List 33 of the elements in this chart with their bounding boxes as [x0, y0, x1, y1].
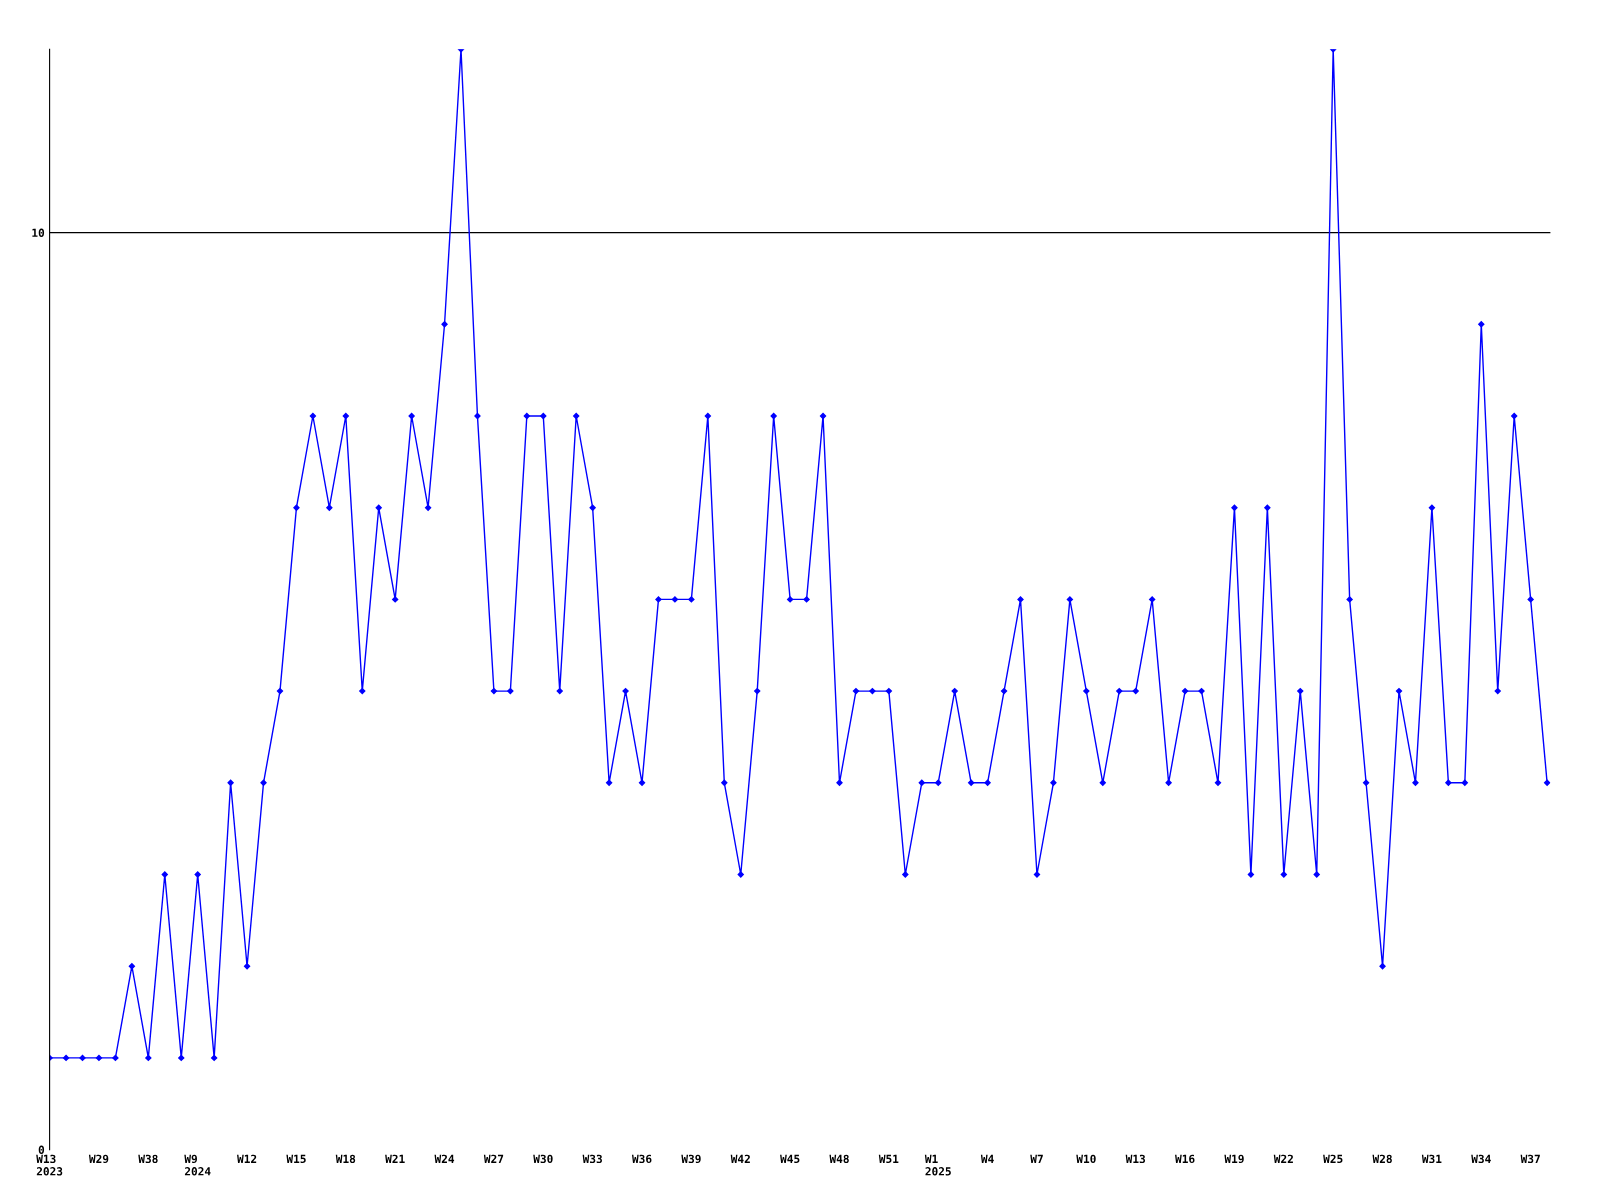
x-tick-label: W30: [533, 1154, 553, 1164]
y-tick-label: 0: [38, 1145, 45, 1154]
x-tick-label: W10: [1076, 1154, 1096, 1164]
x-tick-label: W34: [1471, 1154, 1491, 1164]
x-tick-label: W25: [1323, 1154, 1343, 1164]
x-tick-label: W1 2025: [924, 1154, 951, 1176]
x-tick-label: W16: [1175, 1154, 1195, 1164]
x-tick-label: W22: [1273, 1154, 1293, 1163]
x-tick-label: W18: [335, 1154, 356, 1164]
x-tick-label: W45: [780, 1154, 800, 1164]
x-tick-label: W28: [1372, 1154, 1392, 1164]
x-tick-label: W12: [237, 1154, 257, 1163]
x-tick-label: W9 2024: [184, 1154, 211, 1176]
x-tick-label: W24: [434, 1154, 455, 1163]
x-tick-label: W38: [138, 1154, 158, 1164]
x-tick-label: W15: [286, 1154, 306, 1164]
x-tick-label: W7: [1030, 1154, 1043, 1163]
x-tick-label: W36: [631, 1154, 652, 1164]
x-tick-label: W33: [582, 1154, 602, 1164]
x-tick-label: W39: [681, 1154, 701, 1164]
x-tick-label: W37: [1520, 1154, 1540, 1164]
x-tick-label: W27: [483, 1154, 504, 1163]
x-tick-label: W21: [385, 1154, 405, 1163]
x-tick-label: W51: [878, 1154, 899, 1164]
x-tick-label: W19: [1224, 1154, 1244, 1164]
x-tick-label: W13: [1125, 1154, 1146, 1164]
x-tick-label: W31: [1421, 1154, 1442, 1164]
x-tick-label: W48: [829, 1154, 849, 1164]
x-tick-label: W29: [88, 1154, 109, 1164]
x-tick-label: W4: [980, 1154, 994, 1163]
x-tick-label: W13 2023: [36, 1154, 63, 1176]
x-tick-label: W42: [730, 1154, 750, 1163]
y-tick-label: 10: [32, 228, 45, 237]
